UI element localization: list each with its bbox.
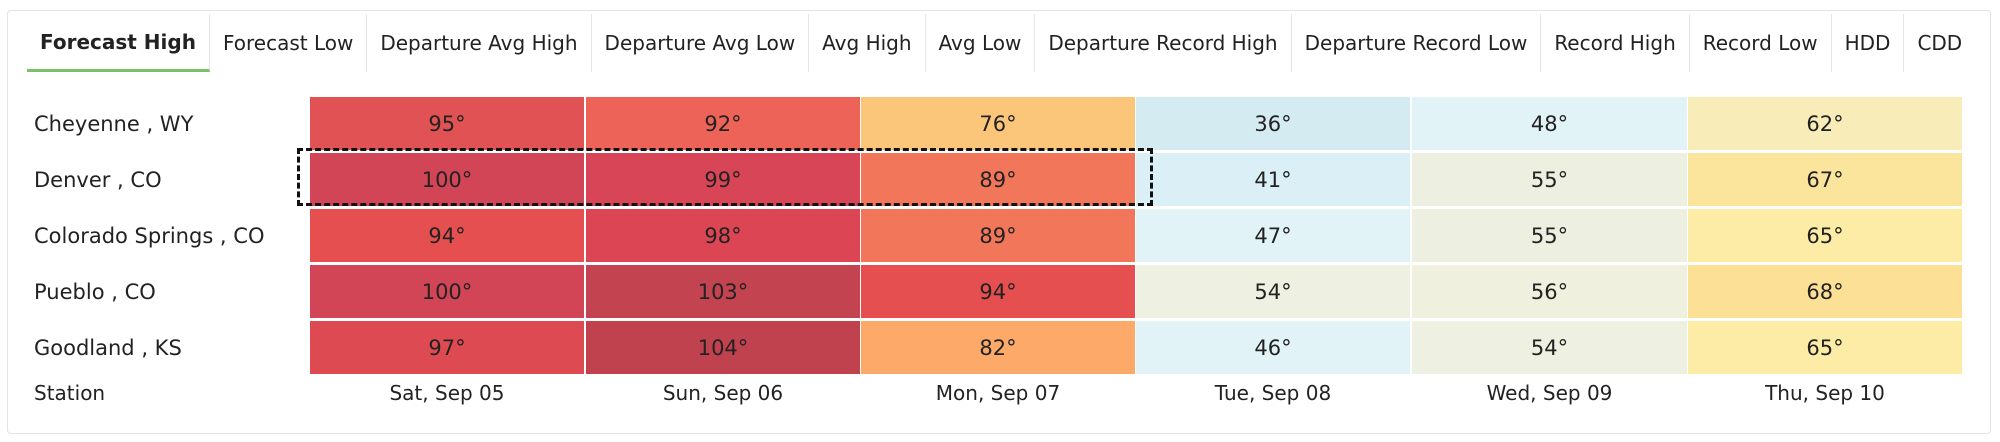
metric-tabs: Forecast High Forecast Low Departure Avg H… — [27, 14, 1975, 72]
tab-departure-avg-high[interactable]: Departure Avg High — [367, 14, 592, 72]
temperature-cell: 62° — [1688, 97, 1962, 150]
tab-departure-avg-low[interactable]: Departure Avg Low — [592, 14, 810, 72]
tab-record-high[interactable]: Record High — [1541, 14, 1690, 72]
station-name: Denver , CO — [34, 167, 162, 192]
date-label: Mon, Sep 07 — [935, 381, 1061, 405]
tab-departure-record-low[interactable]: Departure Record Low — [1292, 14, 1542, 72]
temperature-cell: 89° — [861, 153, 1135, 206]
temperature-cell: 36° — [1136, 97, 1410, 150]
temperature-cell: 65° — [1688, 209, 1962, 262]
temperature-cell: 48° — [1412, 97, 1687, 150]
date-label: Thu, Sep 10 — [1765, 381, 1885, 405]
temperature-cell: 104° — [586, 321, 860, 374]
tab-forecast-low[interactable]: Forecast Low — [210, 14, 368, 72]
temperature-cell: 55° — [1412, 209, 1687, 262]
temperature-cell: 95° — [310, 97, 584, 150]
date-label: Sat, Sep 05 — [389, 381, 505, 405]
temperature-cell: 94° — [861, 265, 1135, 318]
temperature-cell: 89° — [861, 209, 1135, 262]
tab-hdd[interactable]: HDD — [1832, 14, 1905, 72]
tab-avg-high[interactable]: Avg High — [809, 14, 926, 72]
station-name: Cheyenne , WY — [34, 111, 194, 136]
temperature-cell: 82° — [861, 321, 1135, 374]
station-column-label: Station — [34, 381, 106, 405]
tab-record-low[interactable]: Record Low — [1690, 14, 1832, 72]
tab-forecast-high[interactable]: Forecast High — [27, 14, 210, 72]
temperature-cell: 41° — [1136, 153, 1410, 206]
tab-departure-record-high[interactable]: Departure Record High — [1035, 14, 1292, 72]
temperature-cell: 55° — [1412, 153, 1687, 206]
station-name: Colorado Springs , CO — [34, 223, 265, 248]
temperature-cell: 68° — [1688, 265, 1962, 318]
tab-avg-low[interactable]: Avg Low — [926, 14, 1036, 72]
temperature-cell: 76° — [861, 97, 1135, 150]
temperature-cell: 54° — [1136, 265, 1410, 318]
date-label: Tue, Sep 08 — [1214, 381, 1332, 405]
temperature-cell: 98° — [586, 209, 860, 262]
temperature-cell: 94° — [310, 209, 584, 262]
station-name: Goodland , KS — [34, 335, 182, 360]
temperature-cell: 92° — [586, 97, 860, 150]
temperature-cell: 103° — [586, 265, 860, 318]
station-name: Pueblo , CO — [34, 279, 156, 304]
date-label: Sun, Sep 06 — [662, 381, 784, 405]
temperature-cell: 56° — [1412, 265, 1687, 318]
temperature-cell: 67° — [1688, 153, 1962, 206]
date-label: Wed, Sep 09 — [1486, 381, 1613, 405]
temperature-cell: 65° — [1688, 321, 1962, 374]
temperature-cell: 99° — [586, 153, 860, 206]
temperature-cell: 100° — [310, 265, 584, 318]
temperature-cell: 100° — [310, 153, 584, 206]
temperature-cell: 54° — [1412, 321, 1687, 374]
temperature-cell: 97° — [310, 321, 584, 374]
temperature-cell: 46° — [1136, 321, 1410, 374]
tab-cdd[interactable]: CDD — [1917, 31, 1963, 55]
temperature-cell: 47° — [1136, 209, 1410, 262]
